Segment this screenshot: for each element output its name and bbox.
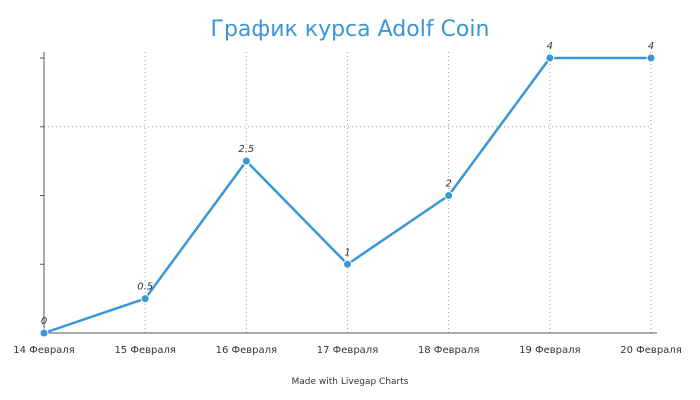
data-point: [444, 191, 454, 200]
data-point: [241, 156, 251, 166]
footer-credit: Made with Livegap Charts: [292, 377, 409, 387]
data-label: 4: [547, 41, 553, 52]
label-layer: 0 0.5 2.5 1 2 4 4: [41, 41, 654, 327]
data-label: 2.5: [238, 144, 254, 155]
x-tick-label: 16 Февраля: [216, 345, 277, 356]
x-tick-label: 19 Февраля: [519, 345, 580, 356]
series-layer: [39, 53, 656, 338]
data-point: [39, 328, 49, 338]
data-label: 0: [41, 316, 47, 327]
data-point: [343, 259, 352, 269]
chart-title: График курса Adolf Coin: [211, 17, 490, 42]
data-label: 2: [445, 179, 451, 190]
x-tick-label: 20 Февраля: [620, 345, 681, 356]
data-label: 1: [344, 247, 350, 258]
data-label: 0.5: [137, 282, 153, 293]
x-tick-label: 18 Февраля: [418, 345, 479, 356]
data-point: [646, 53, 656, 63]
data-label: 4: [648, 41, 654, 52]
grid-layer: [44, 52, 652, 333]
data-point: [140, 294, 150, 304]
x-tick-label: 15 Февраля: [114, 345, 175, 356]
series-line: [42, 56, 653, 335]
x-tick-label: 14 Февраля: [13, 345, 74, 356]
data-point: [545, 53, 555, 63]
x-tick-label: 17 Февраля: [317, 345, 378, 356]
axis-layer: 14 Февраля 15 Февраля 16 Февраля 17 Февраля…: [13, 52, 682, 356]
